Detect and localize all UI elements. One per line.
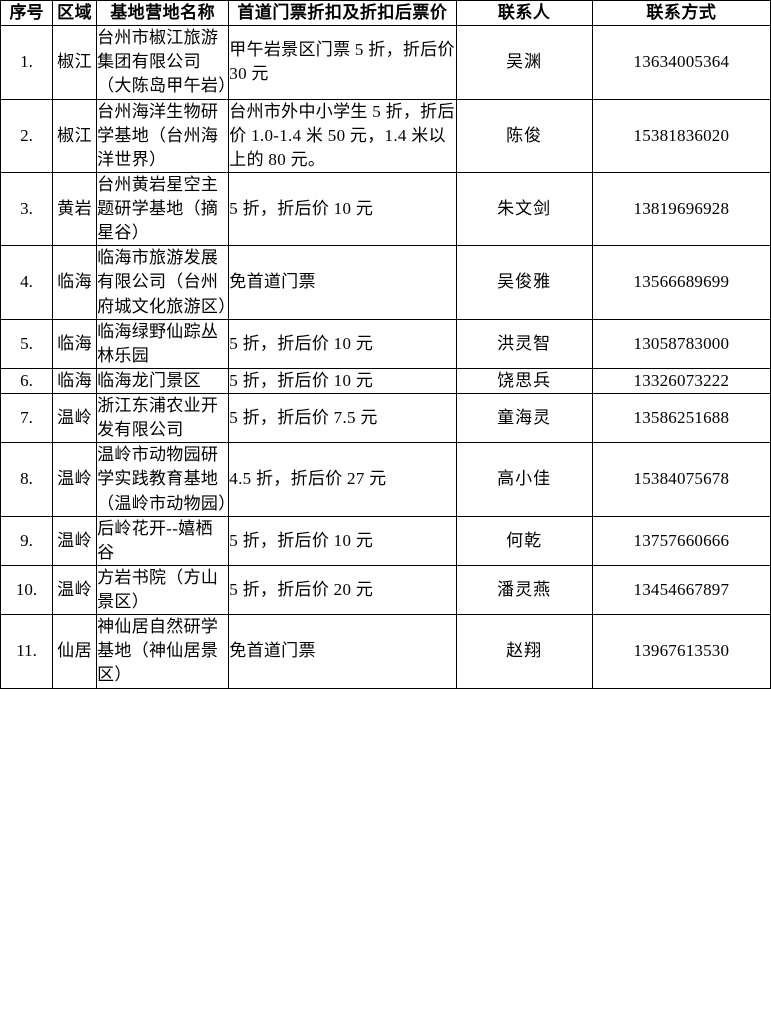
cell-area: 临海 (52, 245, 98, 320)
cell-contact-person: 潘灵燕 (455, 564, 593, 616)
cell-base-name: 温岭市动物园研学实践教育基地（温岭市动物园） (96, 442, 235, 517)
cell-sequence: 3. (0, 171, 54, 247)
cell-contact-phone: 15384075678 (591, 442, 771, 517)
table-row: 4. 临海 临海市旅游发展有限公司（台州府城文化旅游区） 免首道门票 吴俊雅 1… (0, 245, 771, 320)
cell-area: 椒江 (52, 25, 98, 100)
cell-discount: 5 折，折后价 10 元 (228, 318, 457, 369)
column-header-area: 区域 (52, 0, 98, 27)
column-header-discount: 首道门票折扣及折扣后票价 (228, 0, 457, 27)
table-row: 5. 临海 临海绿野仙踪丛林乐园 5 折，折后价 10 元 洪灵智 130587… (0, 318, 771, 369)
cell-contact-person: 洪灵智 (455, 318, 593, 369)
cell-base-name: 临海龙门景区 (96, 367, 230, 395)
cell-base-name: 台州海洋生物研学基地（台州海洋世界） (96, 98, 230, 173)
cell-contact-phone: 13819696928 (591, 171, 771, 247)
cell-area: 温岭 (52, 515, 98, 566)
cell-area: 黄岩 (52, 171, 98, 247)
cell-base-name: 方岩书院（方山景区） (96, 564, 230, 616)
table-header: 序号 区域 基地营地名称 首道门票折扣及折扣后票价 联系人 联系方式 (0, 0, 771, 27)
cell-contact-person: 赵翔 (455, 614, 593, 689)
table-row: 11. 仙居 神仙居自然研学基地（神仙居景区） 免首道门票 赵翔 1396761… (0, 614, 771, 689)
table-header-row: 序号 区域 基地营地名称 首道门票折扣及折扣后票价 联系人 联系方式 (0, 0, 771, 27)
cell-discount: 甲午岩景区门票 5 折，折后价 30 元 (228, 25, 457, 100)
cell-area: 温岭 (52, 392, 98, 444)
cell-discount: 5 折，折后价 10 元 (228, 171, 457, 247)
cell-base-name: 临海绿野仙踪丛林乐园 (96, 318, 230, 369)
cell-sequence: 7. (0, 392, 54, 444)
cell-sequence: 11. (0, 614, 54, 689)
cell-discount: 5 折，折后价 7.5 元 (228, 392, 457, 444)
cell-contact-person: 朱文剑 (455, 171, 593, 247)
column-header-sequence: 序号 (0, 0, 54, 27)
table-row: 10. 温岭 方岩书院（方山景区） 5 折，折后价 20 元 潘灵燕 13454… (0, 564, 771, 616)
cell-sequence: 10. (0, 564, 54, 616)
table-row: 7. 温岭 浙江东浦农业开发有限公司 5 折，折后价 7.5 元 童海灵 135… (0, 392, 771, 444)
cell-contact-phone: 15381836020 (591, 98, 771, 173)
cell-contact-phone: 13634005364 (591, 25, 771, 100)
cell-base-name: 台州市椒江旅游集团有限公司（大陈岛甲午岩） (96, 25, 235, 100)
cell-sequence: 2. (0, 98, 54, 173)
column-header-contact-person: 联系人 (455, 0, 593, 27)
cell-contact-person: 吴俊雅 (455, 245, 593, 320)
cell-contact-phone: 13586251688 (591, 392, 771, 444)
cell-sequence: 8. (0, 442, 54, 517)
cell-base-name: 台州黄岩星空主题研学基地（摘星谷） (96, 171, 230, 247)
table-row: 2. 椒江 台州海洋生物研学基地（台州海洋世界） 台州市外中小学生 5 折，折后… (0, 98, 771, 173)
cell-area: 临海 (52, 367, 98, 395)
cell-area: 温岭 (52, 564, 98, 616)
cell-sequence: 4. (0, 245, 54, 320)
table-row: 9. 温岭 后岭花开--嬉栖谷 5 折，折后价 10 元 何乾 13757660… (0, 515, 771, 566)
cell-contact-phone: 13058783000 (591, 318, 771, 369)
cell-area: 温岭 (52, 442, 98, 517)
research-base-discount-table: 序号 区域 基地营地名称 首道门票折扣及折扣后票价 联系人 联系方式 1. 椒江… (0, 0, 771, 689)
cell-discount: 台州市外中小学生 5 折，折后价 1.0-1.4 米 50 元，1.4 米以上的… (228, 98, 457, 173)
cell-contact-phone: 13967613530 (591, 614, 771, 689)
cell-discount: 5 折，折后价 20 元 (228, 564, 457, 616)
cell-sequence: 1. (0, 25, 54, 100)
cell-contact-phone: 13757660666 (591, 515, 771, 566)
column-header-base-name: 基地营地名称 (96, 0, 230, 27)
cell-discount: 免首道门票 (228, 245, 457, 320)
cell-discount: 4.5 折，折后价 27 元 (228, 442, 457, 517)
cell-area: 临海 (52, 318, 98, 369)
cell-base-name: 浙江东浦农业开发有限公司 (96, 392, 230, 444)
cell-contact-person: 吴渊 (455, 25, 593, 100)
cell-discount: 5 折，折后价 10 元 (228, 367, 457, 395)
cell-discount: 5 折，折后价 10 元 (228, 515, 457, 566)
cell-discount: 免首道门票 (228, 614, 457, 689)
cell-base-name: 临海市旅游发展有限公司（台州府城文化旅游区） (96, 245, 235, 320)
cell-sequence: 6. (0, 367, 54, 395)
cell-contact-person: 饶思兵 (455, 367, 593, 395)
table-row: 1. 椒江 台州市椒江旅游集团有限公司（大陈岛甲午岩） 甲午岩景区门票 5 折，… (0, 25, 771, 100)
table-row: 8. 温岭 温岭市动物园研学实践教育基地（温岭市动物园） 4.5 折，折后价 2… (0, 442, 771, 517)
cell-contact-person: 高小佳 (455, 442, 593, 517)
table-body: 1. 椒江 台州市椒江旅游集团有限公司（大陈岛甲午岩） 甲午岩景区门票 5 折，… (0, 25, 771, 689)
cell-contact-person: 陈俊 (455, 98, 593, 173)
cell-contact-phone: 13326073222 (591, 367, 771, 395)
cell-contact-person: 童海灵 (455, 392, 593, 444)
cell-area: 仙居 (52, 614, 98, 689)
table-row: 3. 黄岩 台州黄岩星空主题研学基地（摘星谷） 5 折，折后价 10 元 朱文剑… (0, 171, 771, 247)
table-row: 6. 临海 临海龙门景区 5 折，折后价 10 元 饶思兵 1332607322… (0, 367, 771, 395)
cell-contact-phone: 13454667897 (591, 564, 771, 616)
cell-area: 椒江 (52, 98, 98, 173)
cell-base-name: 后岭花开--嬉栖谷 (96, 515, 230, 566)
cell-contact-person: 何乾 (455, 515, 593, 566)
cell-sequence: 9. (0, 515, 54, 566)
column-header-contact-phone: 联系方式 (591, 0, 771, 27)
cell-sequence: 5. (0, 318, 54, 369)
cell-base-name: 神仙居自然研学基地（神仙居景区） (96, 614, 230, 689)
cell-contact-phone: 13566689699 (591, 245, 771, 320)
